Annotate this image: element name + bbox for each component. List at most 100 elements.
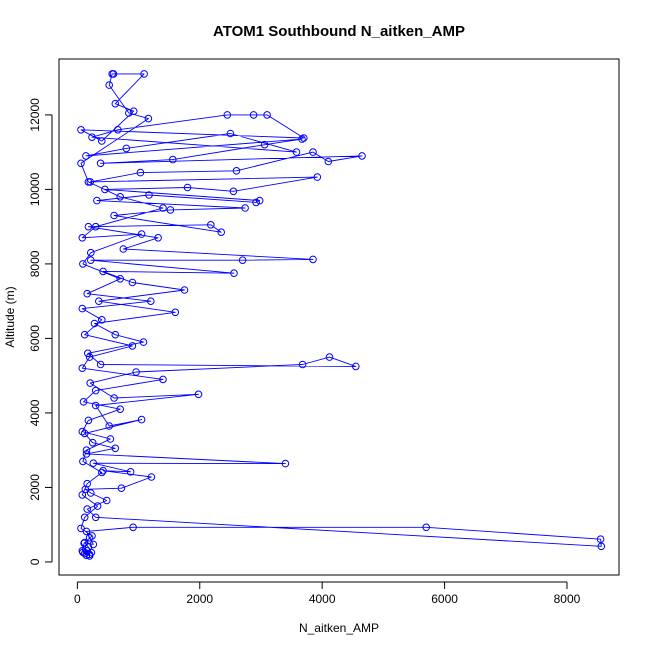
plot-frame (58, 58, 620, 576)
data-point (144, 114, 153, 123)
data-point (217, 228, 225, 236)
data-point (422, 523, 431, 532)
data-point (99, 466, 107, 475)
data-point (169, 155, 177, 164)
y-axis-label: Altitude (m) (3, 286, 17, 347)
data-point (230, 269, 238, 278)
data-point (159, 204, 167, 212)
data-point (129, 523, 137, 532)
data-point (77, 159, 85, 168)
data-point (78, 364, 87, 373)
y-tick-label: 8000 (28, 250, 42, 277)
data-point (96, 360, 105, 369)
data-point (159, 375, 167, 384)
data-point (77, 126, 85, 134)
data-point (78, 234, 87, 242)
data-point (260, 140, 269, 149)
data-point (101, 185, 109, 194)
data-point (105, 422, 113, 430)
data-point (241, 204, 249, 212)
data-point (116, 405, 124, 414)
data-point (91, 222, 100, 231)
data-point (136, 168, 145, 177)
data-point (114, 126, 122, 134)
data-point (93, 196, 101, 205)
data-point (83, 479, 91, 488)
data-point (78, 427, 87, 436)
data-point (80, 330, 89, 339)
data-point (325, 353, 334, 361)
data-point (96, 159, 105, 168)
y-axis: 0 2000 4000 6000 8000 10000 12000 (28, 98, 53, 565)
data-point (79, 260, 87, 268)
data-point (183, 183, 192, 192)
data-point (99, 267, 107, 276)
data-point (596, 535, 605, 544)
data-point (249, 111, 258, 119)
data-point (180, 286, 189, 294)
data-point (98, 316, 106, 324)
data-point (292, 148, 301, 156)
data-point (98, 468, 106, 477)
data-point (93, 502, 102, 510)
data-point (80, 538, 89, 547)
data-point (128, 278, 137, 287)
data-point (78, 491, 87, 499)
data-point (137, 415, 146, 424)
data-point (140, 70, 148, 78)
data-point (171, 308, 180, 317)
y-tick-label: 4000 (28, 399, 42, 426)
data-point (111, 330, 120, 339)
data-point (108, 70, 116, 78)
data-point (229, 187, 238, 196)
data-point (88, 532, 96, 540)
data-point (80, 539, 88, 548)
chart-title: ATOM1 Southbound N_aitken_AMP (213, 23, 465, 40)
data-point (87, 489, 95, 497)
y-tick-label: 10000 (28, 172, 42, 206)
data-point (166, 206, 175, 214)
data-point (147, 473, 156, 481)
series-layer (77, 70, 606, 560)
data-point (110, 211, 118, 220)
data-point (85, 533, 94, 542)
data-point (83, 505, 91, 513)
data-point (89, 540, 98, 549)
data-point (88, 133, 96, 141)
data-point (88, 438, 97, 447)
data-point (238, 256, 247, 265)
data-point (223, 111, 232, 119)
data-point (298, 360, 307, 369)
data-point (116, 275, 124, 283)
data-point (313, 173, 322, 181)
y-tick-label: 12000 (28, 98, 42, 132)
data-point (207, 221, 215, 229)
data-point (80, 429, 89, 438)
y-tick-label: 2000 (28, 474, 42, 501)
data-point (263, 111, 271, 119)
data-point (79, 457, 87, 466)
x-tick-label: 2000 (186, 592, 213, 606)
data-point (117, 484, 126, 493)
data-point (84, 178, 93, 186)
data-point (298, 135, 306, 143)
y-tick-label: 0 (28, 558, 42, 565)
series-line (80, 73, 602, 557)
data-point (87, 256, 95, 265)
data-point (252, 198, 260, 207)
data-point (300, 134, 308, 142)
data-point (86, 379, 94, 387)
data-point (80, 513, 89, 522)
data-point (116, 193, 124, 201)
x-tick-label: 8000 (554, 592, 581, 606)
data-point (85, 552, 94, 560)
data-point (194, 390, 203, 399)
data-point (145, 191, 153, 199)
data-point (95, 297, 103, 306)
data-point (78, 304, 87, 313)
data-point (352, 362, 360, 371)
data-point (89, 459, 98, 468)
data-point (125, 109, 133, 117)
x-tick-label: 4000 (309, 592, 336, 606)
